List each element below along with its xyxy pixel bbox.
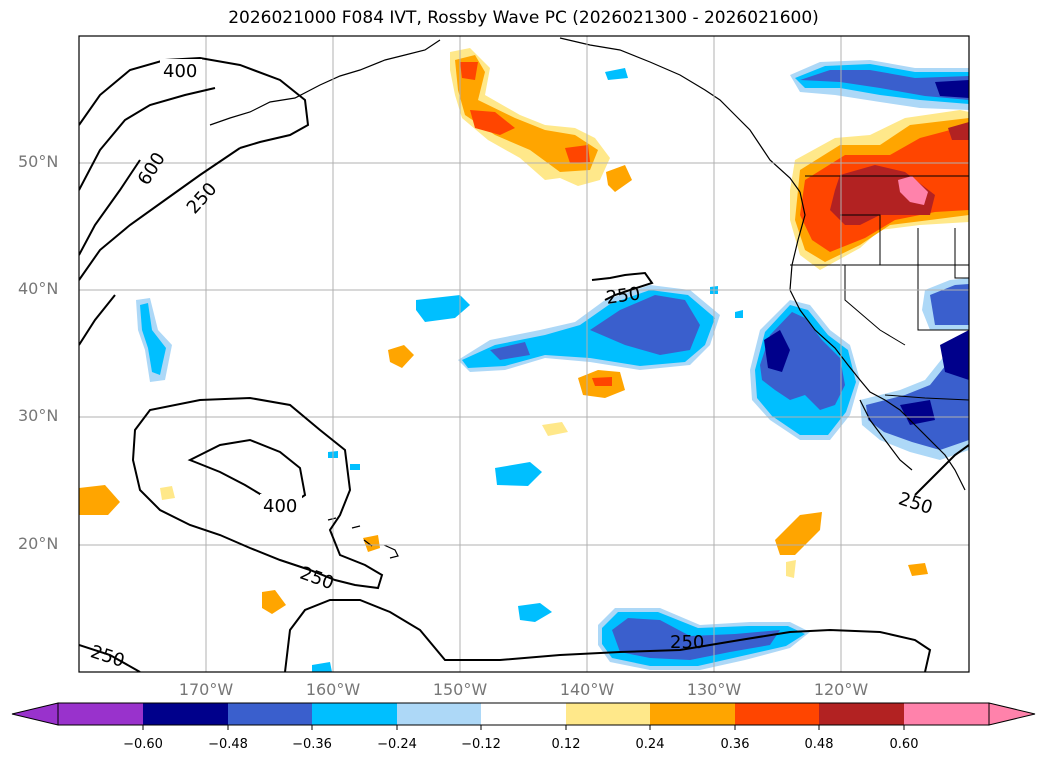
colorbar-tick-label: 0.24 <box>635 737 665 752</box>
contour-250-south-loop <box>131 396 384 590</box>
contour-label-400-south: 400 <box>263 496 297 517</box>
contour-250-bottom <box>79 599 932 672</box>
pos-region-small-9 <box>786 560 796 578</box>
gridlines <box>79 36 969 672</box>
colorbar-bin <box>58 703 143 725</box>
colorbar-bin <box>566 703 650 725</box>
colorbar-tick-label: −0.24 <box>377 737 417 752</box>
north-america-coast <box>789 191 966 491</box>
lon-label-140w: 140°W <box>559 680 615 699</box>
colorbar-bin <box>481 703 566 725</box>
colorbar <box>11 702 1036 730</box>
neg-region-central-north <box>416 295 470 322</box>
colorbar-bin <box>228 703 312 725</box>
colorbar-bin <box>650 703 735 725</box>
neg-region-southwest-dark <box>900 330 969 425</box>
colorbar-max-extension <box>988 702 1036 726</box>
pos-region-pnw-dark <box>830 122 969 225</box>
colorbar-tick-label: 0.12 <box>551 737 581 752</box>
neg-region-small-top <box>605 68 628 80</box>
lat-label-50n: 50°N <box>18 152 59 171</box>
pos-region-small-6 <box>363 535 380 552</box>
lat-label-40n: 40°N <box>18 279 59 298</box>
neg-region-south-center-2 <box>518 603 552 622</box>
pos-region-small-1 <box>606 165 632 192</box>
hawaii-islands <box>327 517 399 559</box>
contour-label-400-north: 400 <box>163 61 197 82</box>
positive-anomaly-fields <box>79 48 969 614</box>
lon-label-160w: 160°W <box>305 680 361 699</box>
pos-region-small-5 <box>160 486 175 500</box>
map-title: 2026021000 F084 IVT, Rossby Wave PC (202… <box>228 8 819 28</box>
colorbar-bin <box>397 703 481 725</box>
coastlines <box>209 37 966 559</box>
neg-region-bottom-edge <box>312 662 332 672</box>
neg-region-central-mid <box>490 295 700 360</box>
pos-region-small-2 <box>388 345 414 368</box>
lon-label-150w: 150°W <box>432 680 488 699</box>
contour-250-north <box>79 147 241 281</box>
neg-region-canada-dark <box>935 80 969 98</box>
pos-region-small-8 <box>908 563 928 576</box>
pos-region-gulf-alaska-max <box>460 62 590 163</box>
height-contours <box>79 56 969 672</box>
colorbar-tick-label: −0.48 <box>208 737 248 752</box>
contour-label-250-central: 250 <box>605 283 642 309</box>
pos-region-small-7 <box>262 590 286 614</box>
colorbar-bin <box>819 703 904 725</box>
neg-region-southwest-mid <box>866 284 969 450</box>
pos-region-west-edge <box>79 485 120 515</box>
pos-region-gulf-alaska-core <box>455 55 598 172</box>
contour-250-left <box>79 294 116 346</box>
negative-anomaly-fields <box>136 60 969 672</box>
pos-region-small-4 <box>542 422 568 436</box>
colorbar-bin <box>735 703 819 725</box>
colorbar-bin <box>312 703 397 725</box>
lat-label-30n: 30°N <box>18 406 59 425</box>
colorbar-tick-label: −0.60 <box>123 737 163 752</box>
neg-region-south-center <box>495 462 542 486</box>
neg-region-california-dark <box>764 330 790 372</box>
neg-region-south-big-mid <box>612 618 780 660</box>
contour-600-left <box>79 159 141 256</box>
lon-label-120w: 120°W <box>813 680 869 699</box>
colorbar-min-extension <box>11 702 59 726</box>
neg-region-west-small-core <box>140 303 166 375</box>
political-borders <box>790 175 969 401</box>
colorbar-bin <box>904 703 989 725</box>
contour-250-central <box>591 271 654 301</box>
colorbar-tick-label: 0.60 <box>889 737 919 752</box>
contour-600 <box>79 87 216 191</box>
lon-label-170w: 170°W <box>178 680 234 699</box>
lat-label-20n: 20°N <box>18 534 59 553</box>
neg-region-canada-mid <box>800 70 969 100</box>
pos-region-pnw-max <box>898 176 928 205</box>
contour-400-north <box>79 56 310 149</box>
map-content <box>79 36 969 672</box>
pos-region-small-3-core <box>592 377 612 386</box>
map-frame <box>78 35 970 673</box>
contour-label-250-bottom: 250 <box>670 632 704 653</box>
colorbar-bin <box>143 703 228 725</box>
alaska-coast <box>209 37 801 193</box>
pos-region-baja <box>775 512 822 555</box>
colorbar-tick-label: 0.48 <box>804 737 834 752</box>
lon-label-130w: 130°W <box>686 680 742 699</box>
colorbar-tick-label: −0.36 <box>292 737 332 752</box>
colorbar-tick-label: −0.12 <box>461 737 501 752</box>
contour-250-east <box>914 444 969 496</box>
colorbar-tick-label: 0.36 <box>720 737 750 752</box>
baja-coast <box>859 399 913 471</box>
